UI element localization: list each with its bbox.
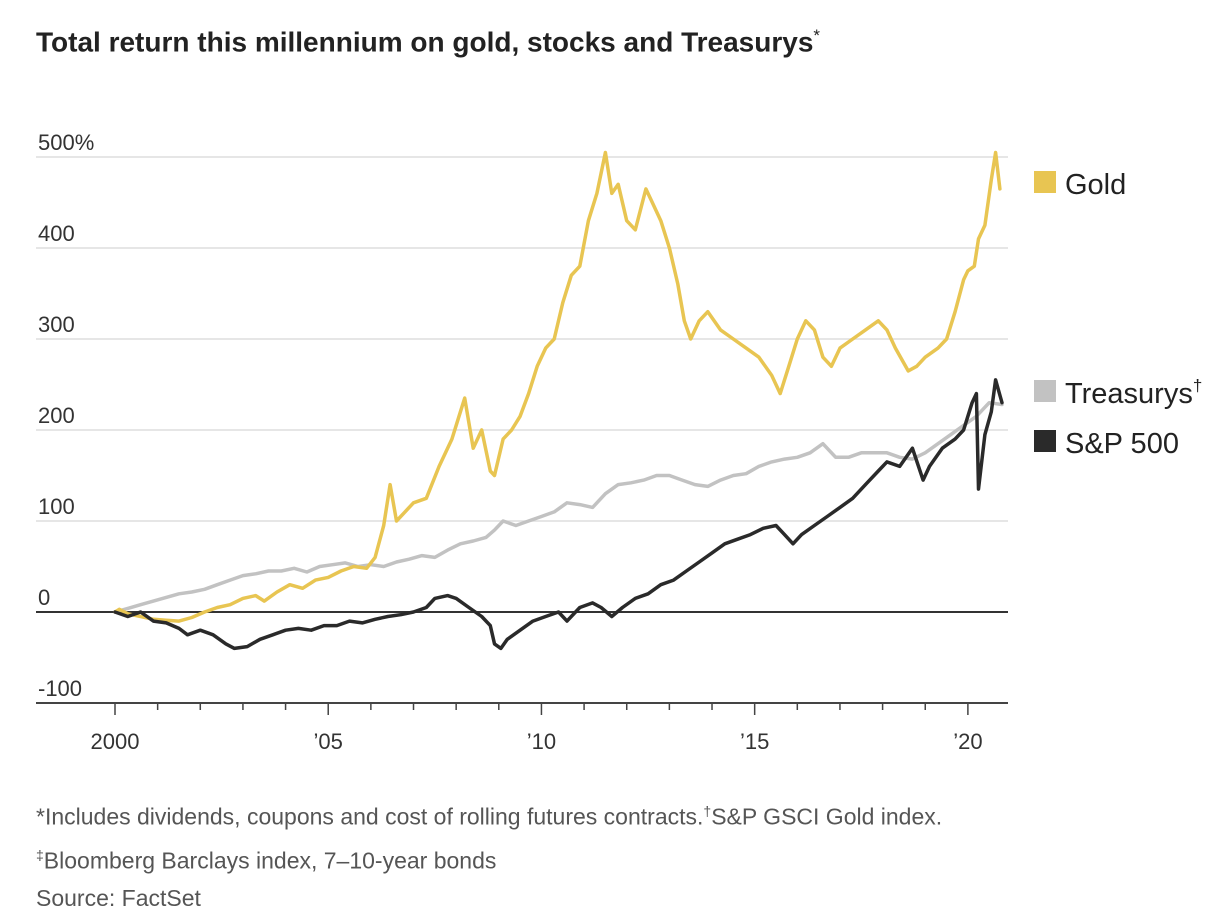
legend: Gold Treasurys† S&P 500	[1034, 169, 1202, 460]
y-tick-label: 0	[38, 585, 50, 610]
y-tick-label: 200	[38, 403, 75, 428]
series-line-s-p-500	[113, 378, 1004, 651]
y-tick-label: 100	[38, 494, 75, 519]
footnotes: *Includes dividends, coupons and cost of…	[36, 792, 942, 917]
y-tick-label: 500%	[38, 130, 94, 155]
footnote-line-2: ‡Bloomberg Barclays index, 7–10-year bon…	[36, 836, 942, 880]
legend-swatch-s-p-500	[1034, 430, 1056, 452]
x-tick-label: ’20	[953, 729, 982, 754]
footnote-2-mark: †	[703, 803, 712, 819]
x-tick-label: ’05	[314, 729, 343, 754]
x-axis: 2000 ’05 ’10 ’15 ’20	[36, 702, 1008, 754]
legend-footnote-mark: †	[1193, 376, 1202, 395]
footnote-1-mark: *	[36, 803, 45, 830]
legend-swatch-treasurys	[1034, 380, 1056, 402]
chart-title-text: Total return this millennium on gold, st…	[36, 26, 814, 58]
legend-label-gold: Gold	[1065, 169, 1126, 201]
legend-swatch-gold	[1034, 171, 1056, 193]
y-tick-label: -100	[38, 676, 82, 701]
y-axis-tick-labels: 500% 400 300 200 100 0 -100	[38, 130, 94, 701]
source-note: Source: FactSet	[36, 885, 201, 912]
y-tick-label: 300	[38, 312, 75, 337]
x-tick-label: ’10	[527, 729, 556, 754]
chart-title: Total return this millennium on gold, st…	[36, 26, 820, 58]
footnote-3-mark: ‡	[36, 846, 44, 863]
x-tick-label: 2000	[91, 729, 140, 754]
footnote-1-text: Includes dividends, coupons and cost of …	[44, 803, 704, 830]
series-line-treasurys	[113, 400, 1004, 614]
footnote-2-text: S&P GSCI Gold index.	[711, 803, 943, 830]
x-tick-label: ’15	[740, 729, 769, 754]
title-footnote-mark: *	[813, 26, 821, 45]
series-layer	[113, 150, 1004, 651]
y-tick-label: 400	[38, 221, 75, 246]
series-line-gold	[113, 150, 1002, 623]
legend-label-treasurys: Treasurys†	[1065, 376, 1202, 410]
footnote-line-1: *Includes dividends, coupons and cost of…	[36, 792, 942, 836]
footnote-3-text: Bloomberg Barclays index, 7–10-year bond…	[43, 847, 497, 874]
legend-label-s-p-500: S&P 500	[1065, 428, 1179, 460]
